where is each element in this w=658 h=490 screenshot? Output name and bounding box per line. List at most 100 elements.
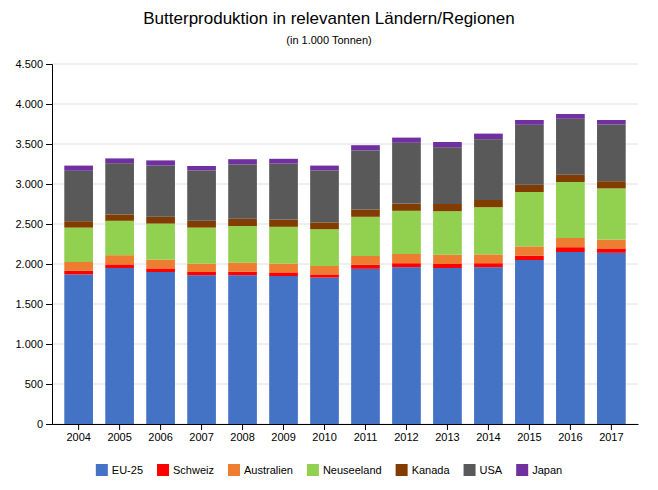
bar-segment [310, 266, 339, 274]
bar-segment [597, 240, 626, 249]
bar-segment [228, 164, 257, 218]
bar-segment [105, 268, 134, 424]
bar-segment [269, 227, 298, 264]
tick-label: 2011 [354, 431, 378, 443]
bar-segment [146, 166, 175, 217]
grid-line [52, 64, 638, 65]
bar-segment [310, 222, 339, 229]
tick-label: 2.500 [15, 218, 43, 230]
bar-segment [351, 210, 380, 217]
grid-line [52, 224, 638, 225]
tick-label: 2010 [312, 431, 336, 443]
legend-swatch [157, 464, 169, 476]
x-tick: 2017 [599, 424, 623, 443]
bar-segment [228, 263, 257, 272]
x-tick: 2006 [148, 424, 172, 443]
x-tick: 2005 [107, 424, 131, 443]
tick-mark [324, 424, 325, 430]
bar-segment [187, 166, 216, 170]
bar-segment [515, 125, 544, 185]
bar-segment [392, 263, 421, 267]
bars [64, 114, 625, 424]
x-axis: 2004200520062007200820092010201120122013… [53, 424, 639, 443]
bar-segment [351, 265, 380, 269]
bar-segment [392, 138, 421, 143]
tick-label: 2009 [271, 431, 295, 443]
tick-label: 3.000 [15, 178, 43, 190]
bar-segment [515, 185, 544, 192]
legend-swatch [464, 464, 476, 476]
tick-label: 4.500 [15, 58, 43, 70]
bar-segment [64, 271, 93, 275]
y-tick: 2.500 [15, 218, 52, 230]
grid-line [52, 304, 638, 305]
bar-segment [474, 200, 503, 207]
tick-mark [570, 424, 571, 430]
x-tick: 2015 [517, 424, 541, 443]
bar-segment [474, 207, 503, 254]
x-tick: 2004 [66, 424, 90, 443]
bar-segment [556, 114, 585, 119]
y-axis: 05001.0001.5002.0002.5003.0003.5004.0004… [15, 58, 52, 430]
bar-segment [392, 254, 421, 263]
bar-segment [310, 170, 339, 222]
bar-segment [433, 204, 462, 211]
tick-mark [46, 384, 52, 385]
bar-segment [146, 217, 175, 224]
x-tick: 2009 [271, 424, 295, 443]
y-tick: 0 [37, 418, 52, 430]
grid-line [52, 384, 638, 385]
tick-mark [447, 424, 448, 430]
legend-item: EU-25 [96, 464, 143, 476]
bar-segment [433, 147, 462, 204]
legend-item: Japan [516, 464, 562, 476]
bar-segment [64, 274, 93, 424]
tick-mark [283, 424, 284, 430]
bar-segment [515, 120, 544, 125]
bar-segment [228, 272, 257, 276]
bar-segment [597, 248, 626, 252]
subtitle: (in 1.000 Tonnen) [286, 34, 371, 46]
bar-segment [433, 142, 462, 147]
grid-line [52, 144, 638, 145]
tick-label: 2004 [66, 431, 90, 443]
legend-label: Japan [532, 464, 562, 476]
bar-segment [392, 204, 421, 211]
x-tick: 2014 [476, 424, 500, 443]
bar-segment [556, 247, 585, 252]
bar-segment [187, 272, 216, 275]
bar-segment [228, 159, 257, 164]
tick-label: 2017 [599, 431, 623, 443]
grid-line [52, 264, 638, 265]
legend-item: USA [464, 464, 503, 476]
y-tick: 3.000 [15, 178, 52, 190]
tick-mark [365, 424, 366, 430]
bar-segment [64, 228, 93, 262]
bar-segment [351, 256, 380, 265]
legend-swatch [307, 464, 319, 476]
tick-label: 2005 [107, 431, 131, 443]
legend-swatch [516, 464, 528, 476]
series [64, 252, 625, 424]
legend-label: Schweiz [173, 464, 214, 476]
bar-segment [146, 160, 175, 165]
bar-segment [597, 188, 626, 239]
tick-mark [46, 184, 52, 185]
grid-line [52, 184, 638, 185]
bar-segment [515, 192, 544, 246]
y-tick: 1.500 [15, 298, 52, 310]
bar-segment [105, 255, 134, 264]
tick-label: 2008 [230, 431, 254, 443]
bar-segment [187, 275, 216, 424]
series [64, 119, 625, 223]
bar-segment [392, 211, 421, 254]
y-tick: 4.500 [15, 58, 52, 70]
bar-segment [228, 275, 257, 424]
bar-segment [310, 229, 339, 266]
bar-segment [556, 182, 585, 238]
bar-segment [105, 264, 134, 268]
tick-mark [488, 424, 489, 430]
legend-label: Neuseeland [323, 464, 382, 476]
axis-line [46, 65, 53, 425]
bar-segment [556, 119, 585, 175]
